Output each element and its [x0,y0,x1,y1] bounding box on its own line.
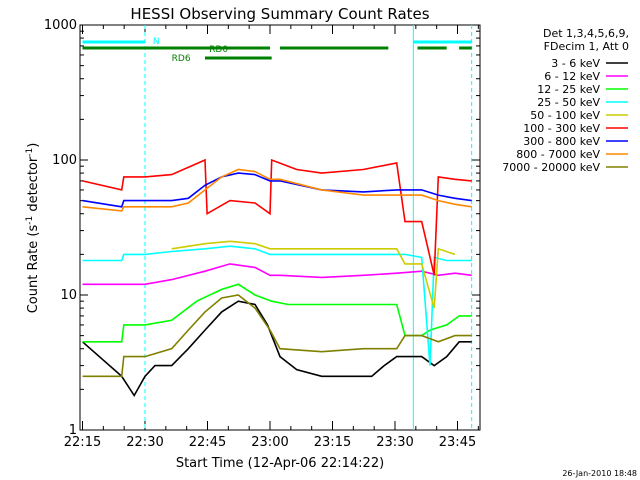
y-tick-label: 1 [69,423,77,438]
series-line [82,172,472,208]
y-tick-label: 100 [52,153,77,168]
y-axis-label-mid: detector [26,156,41,216]
legend-entry-label: 7000 - 20000 keV [502,161,600,174]
x-tick-label: 22:30 [126,435,163,450]
legend-entry-label: 25 - 50 keV [537,96,600,109]
x-tick-label: 23:15 [314,435,351,450]
series-line [82,294,472,378]
vertical-markers [144,25,473,430]
series-line [82,158,472,276]
x-tick-label: 22:45 [189,435,226,450]
status-bar-label: RD0 [209,45,228,55]
x-tick-label: 23:00 [251,435,288,450]
series-line [81,300,472,398]
y-axis-label-main: Count Rate (s [26,225,41,314]
status-bar-label: N [153,37,160,47]
y-axis-label: Count Rate (s-1 detector-1) [25,143,41,314]
legend-entry-label: 300 - 800 keV [523,135,600,148]
y-axis-label-end: ) [26,143,41,148]
plot-frame [79,24,481,431]
footer-date: 26-Jan-2010 18:48 [562,469,637,478]
y-axis-ticks: 1 10 100 1000 [44,18,480,438]
legend: Det 1,3,4,5,6,9,FDecim 1, Att 0 3 - 6 keV… [502,27,629,174]
status-bar-label: RD6 [172,54,191,64]
legend-entry-label: 50 - 100 keV [530,109,600,122]
chart-title: HESSI Observing Summary Count Rates [130,5,429,23]
legend-header: Det 1,3,4,5,6,9, [543,27,629,40]
series-layer [81,158,472,398]
legend-entry-label: 800 - 7000 keV [516,148,600,161]
y-axis-label-sup2: -1 [25,148,35,157]
x-tick-label: 23:45 [439,435,476,450]
x-axis-label: Start Time (12-Apr-06 22:14:22) [176,456,384,471]
legend-entry-label: 6 - 12 keV [544,70,600,83]
series-line [82,283,472,343]
series-line [82,168,472,212]
y-tick-label: 10 [60,288,77,303]
x-tick-label: 23:30 [376,435,413,450]
legend-header: FDecim 1, Att 0 [544,40,629,53]
legend-entry-label: 100 - 300 keV [523,122,600,135]
y-axis-label-sup1: -1 [25,216,35,225]
x-axis-ticks: 22:15 22:30 22:45 23:00 23:15 23:30 23:45 [64,25,479,450]
status-bars: N RD0 RD6 [82,37,472,64]
x-tick-label: 22:15 [64,435,101,450]
legend-entry-label: 3 - 6 keV [551,57,600,70]
legend-entry-label: 12 - 25 keV [537,83,600,96]
y-tick-label: 1000 [44,18,77,33]
series-line [171,240,456,309]
plot-area: 1 10 100 1000 22:15 22:30 22:45 23:00 23:15 23:3… [44,18,481,450]
